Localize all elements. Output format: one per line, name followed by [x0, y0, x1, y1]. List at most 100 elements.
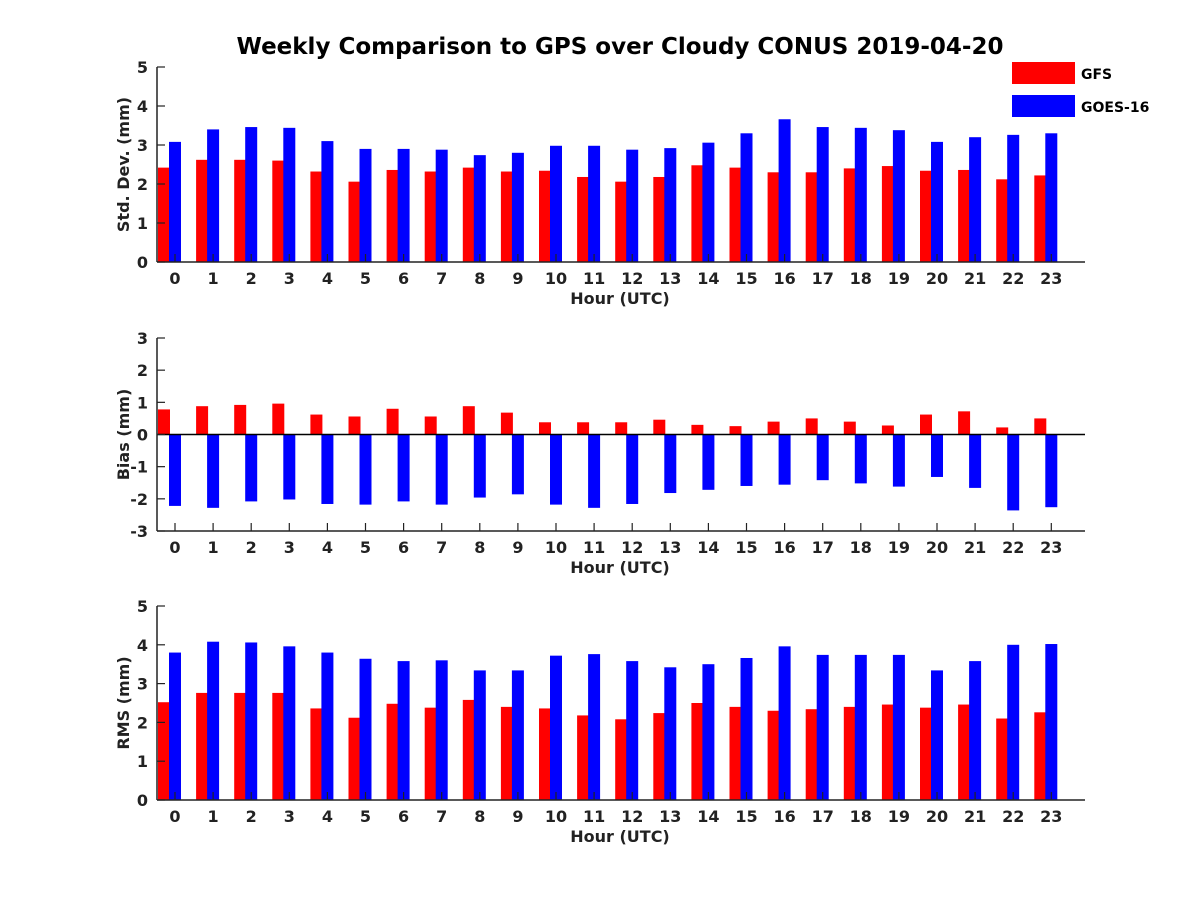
bar-gfs-hour-18: [843, 421, 856, 435]
bar-goes16-hour-12: [626, 434, 639, 504]
x-tick-label: 15: [735, 807, 757, 826]
bar-gfs-hour-1: [196, 692, 209, 800]
bar-gfs-hour-18: [843, 168, 856, 262]
chart-title: Weekly Comparison to GPS over Cloudy CON…: [237, 34, 1004, 60]
bar-goes16-hour-7: [435, 660, 448, 800]
bar-goes16-hour-23: [1045, 434, 1058, 508]
bar-goes16-hour-7: [435, 434, 448, 505]
x-tick-label: 19: [888, 538, 910, 557]
bar-gfs-hour-16: [767, 172, 780, 262]
x-tick-label: 1: [208, 269, 219, 288]
bar-gfs-hour-7: [424, 707, 437, 800]
bar-goes16-hour-14: [702, 664, 715, 800]
y-tick-label: 5: [137, 58, 148, 77]
y-tick-label: 1: [137, 214, 148, 233]
bar-goes16-hour-5: [359, 434, 372, 505]
x-tick-label: 17: [812, 538, 834, 557]
y-axis-label: Std. Dev. (mm): [114, 97, 133, 232]
bar-goes16-hour-6: [397, 148, 410, 262]
x-tick-label: 7: [436, 538, 447, 557]
x-tick-label: 6: [398, 807, 409, 826]
bar-goes16-hour-22: [1007, 134, 1020, 262]
bar-goes16-hour-20: [931, 670, 943, 800]
x-tick-label: 19: [888, 807, 910, 826]
bar-gfs-hour-0: [158, 167, 170, 262]
x-axis-label: Hour (UTC): [570, 558, 670, 577]
bar-goes16-hour-10: [550, 145, 562, 262]
bar-goes16-hour-23: [1045, 133, 1058, 262]
bar-goes16-hour-2: [245, 127, 258, 262]
x-tick-label: 23: [1040, 807, 1062, 826]
bar-gfs-hour-13: [653, 713, 666, 800]
y-tick-label: 1: [137, 393, 148, 412]
x-tick-label: 8: [474, 538, 485, 557]
bar-gfs-hour-11: [577, 422, 590, 435]
x-tick-label: 4: [322, 269, 333, 288]
bar-goes16-hour-0: [169, 141, 181, 262]
bar-gfs-hour-20: [920, 170, 932, 262]
bar-goes16-hour-18: [854, 654, 867, 800]
x-tick-label: 19: [888, 269, 910, 288]
bar-gfs-hour-17: [805, 709, 818, 800]
bar-goes16-hour-8: [473, 434, 486, 498]
x-tick-label: 5: [360, 807, 371, 826]
bar-gfs-hour-2: [234, 692, 247, 800]
x-tick-label: 11: [583, 538, 605, 557]
bar-goes16-hour-11: [588, 654, 601, 800]
bar-goes16-hour-7: [435, 149, 448, 262]
x-tick-label: 10: [545, 269, 567, 288]
x-tick-label: 18: [850, 807, 872, 826]
legend-label-goes16: GOES-16: [1081, 100, 1149, 116]
x-tick-label: 12: [621, 538, 643, 557]
x-tick-label: 11: [583, 269, 605, 288]
x-tick-label: 22: [1002, 807, 1024, 826]
x-tick-label: 14: [697, 807, 719, 826]
bar-goes16-hour-13: [664, 667, 677, 800]
bar-goes16-hour-16: [778, 119, 791, 262]
bar-gfs-hour-4: [310, 171, 323, 262]
x-tick-label: 20: [926, 538, 948, 557]
legend-swatch-gfs: [1012, 62, 1075, 84]
bar-gfs-hour-9: [500, 171, 513, 262]
bar-goes16-hour-4: [321, 652, 334, 800]
bar-gfs-hour-12: [615, 422, 628, 435]
y-tick-label: 2: [137, 175, 148, 194]
y-tick-label: 0: [137, 791, 148, 810]
x-tick-label: 12: [621, 269, 643, 288]
bar-gfs-hour-22: [996, 718, 1009, 800]
x-tick-label: 1: [208, 538, 219, 557]
x-tick-label: 2: [246, 807, 257, 826]
bar-goes16-hour-6: [397, 434, 410, 502]
bar-goes16-hour-10: [550, 655, 562, 800]
x-tick-label: 12: [621, 807, 643, 826]
bar-goes16-hour-14: [702, 142, 715, 262]
bar-gfs-hour-10: [539, 170, 551, 262]
bar-goes16-hour-15: [740, 657, 753, 800]
bar-gfs-hour-23: [1034, 175, 1047, 262]
bar-gfs-hour-10: [539, 422, 551, 435]
y-tick-label: -1: [130, 458, 148, 477]
bar-gfs-hour-14: [691, 165, 704, 262]
bar-goes16-hour-3: [283, 127, 296, 262]
bar-gfs-hour-17: [805, 172, 818, 262]
bar-gfs-hour-5: [348, 181, 361, 262]
bar-goes16-hour-23: [1045, 644, 1058, 800]
bar-goes16-hour-2: [245, 434, 258, 502]
x-axis-label: Hour (UTC): [570, 289, 670, 308]
bar-gfs-hour-3: [272, 160, 285, 262]
bar-goes16-hour-9: [511, 670, 524, 800]
bar-gfs-hour-21: [958, 411, 971, 435]
bar-goes16-hour-1: [207, 641, 220, 800]
bar-goes16-hour-3: [283, 434, 296, 500]
bar-gfs-hour-1: [196, 159, 209, 262]
y-tick-label: 1: [137, 752, 148, 771]
x-tick-label: 8: [474, 269, 485, 288]
x-tick-label: 21: [964, 269, 986, 288]
x-tick-label: 0: [169, 538, 180, 557]
x-tick-label: 22: [1002, 269, 1024, 288]
x-tick-label: 13: [659, 807, 681, 826]
bar-gfs-hour-21: [958, 169, 971, 262]
bar-gfs-hour-23: [1034, 712, 1047, 800]
